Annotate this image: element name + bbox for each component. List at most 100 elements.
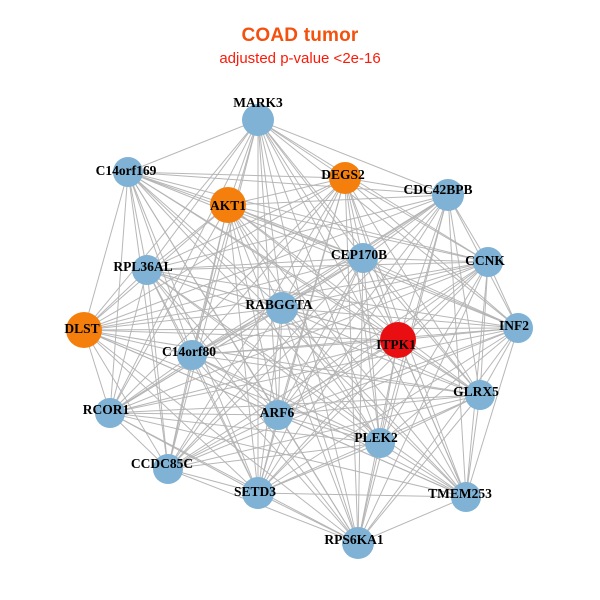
network-node[interactable]: GLRX5 [453, 380, 499, 410]
network-edge [227, 194, 449, 206]
node-circle[interactable] [365, 428, 395, 458]
network-edge [281, 177, 346, 309]
node-circle[interactable] [465, 380, 495, 410]
network-edge [277, 327, 519, 416]
node-circle[interactable] [432, 179, 464, 211]
node-label: RCOR1 [83, 402, 130, 417]
network-edge [83, 329, 359, 544]
node-label: RPS6KA1 [324, 532, 384, 547]
node-label: C14orf80 [162, 344, 216, 359]
node-label: CCNK [465, 253, 505, 268]
node-circle[interactable] [210, 187, 246, 223]
network-node[interactable]: DLST [64, 312, 102, 348]
node-circle[interactable] [263, 400, 293, 430]
network-node[interactable]: CCDC85C [131, 454, 193, 484]
node-circle[interactable] [177, 340, 207, 370]
network-edge [146, 269, 381, 444]
network-edge [83, 329, 381, 444]
node-circle[interactable] [348, 243, 378, 273]
node-circle[interactable] [113, 157, 143, 187]
network-edge [281, 307, 519, 329]
network-edge [127, 171, 519, 329]
node-circle[interactable] [242, 104, 274, 136]
network-edge [83, 257, 364, 331]
network-edge [191, 177, 346, 356]
network-edge [257, 119, 519, 329]
network-edge [127, 171, 169, 470]
network-node[interactable]: C14orf80 [162, 340, 216, 370]
network-edge [146, 269, 519, 329]
network-edge [109, 204, 229, 414]
node-circle[interactable] [266, 292, 298, 324]
network-edge [277, 394, 481, 416]
network-node[interactable]: RPL36AL [113, 255, 173, 285]
network-edge [83, 177, 346, 331]
node-circle[interactable] [473, 247, 503, 277]
network-node[interactable]: TMEM253 [428, 482, 492, 512]
network-node[interactable]: DEGS2 [321, 162, 365, 194]
network-edge [109, 119, 259, 414]
network-node[interactable]: INF2 [499, 313, 533, 343]
network-edge [167, 261, 489, 470]
network-node[interactable]: RABGGTA [245, 292, 313, 324]
network-edge [83, 119, 259, 331]
node-circle[interactable] [451, 482, 481, 512]
network-edge [281, 307, 467, 498]
network-node[interactable]: RPS6KA1 [324, 527, 384, 559]
network-edge [146, 269, 481, 396]
network-node[interactable]: CDC42BPB [403, 179, 473, 211]
network-edge [109, 354, 193, 414]
network-node[interactable]: CCNK [465, 247, 505, 277]
network-edge [277, 194, 449, 416]
network-edge [167, 257, 364, 470]
network-edge [465, 327, 519, 498]
network-edge [281, 307, 399, 341]
network-edge [146, 269, 279, 416]
network-edge [127, 171, 449, 196]
network-edge [357, 496, 467, 544]
node-circle[interactable] [95, 398, 125, 428]
node-circle[interactable] [503, 313, 533, 343]
network-node[interactable]: ARF6 [260, 400, 295, 430]
network-node[interactable]: CEP170B [331, 243, 387, 273]
node-circle[interactable] [342, 527, 374, 559]
node-label: CDC42BPB [403, 182, 472, 197]
network-node[interactable]: AKT1 [210, 187, 246, 223]
node-circle[interactable] [329, 162, 361, 194]
network-edge [191, 354, 279, 416]
network-edge [83, 307, 283, 331]
node-label: ARF6 [260, 405, 295, 420]
node-label: GLRX5 [453, 384, 499, 399]
network-edge [257, 194, 449, 494]
network-node[interactable]: PLEK2 [354, 428, 398, 458]
network-edge [109, 339, 399, 414]
network-node[interactable]: MARK3 [233, 95, 283, 136]
network-edge [257, 119, 449, 196]
node-label: SETD3 [234, 484, 276, 499]
network-edge [83, 329, 169, 470]
network-edge [191, 194, 449, 356]
node-label: RABGGTA [245, 297, 313, 312]
node-circle[interactable] [153, 454, 183, 484]
network-edge [257, 327, 519, 494]
network-edge [257, 119, 381, 444]
network-node[interactable]: ITPK1 [376, 322, 416, 358]
network-edge [83, 194, 449, 331]
node-circle[interactable] [380, 322, 416, 358]
node-label: CCDC85C [131, 456, 193, 471]
node-circle[interactable] [242, 477, 274, 509]
network-edge [127, 171, 259, 494]
node-label: MARK3 [233, 95, 283, 110]
network-edge [344, 177, 449, 196]
network-edge [379, 261, 489, 444]
network-edge [357, 194, 449, 544]
network-edge [146, 261, 489, 271]
network-node[interactable]: SETD3 [234, 477, 276, 509]
node-circle[interactable] [132, 255, 162, 285]
network-node[interactable]: RCOR1 [83, 398, 130, 428]
network-edge [83, 327, 519, 331]
node-circle[interactable] [66, 312, 102, 348]
network-edge [277, 307, 283, 416]
network-node[interactable]: C14orf169 [96, 157, 157, 187]
